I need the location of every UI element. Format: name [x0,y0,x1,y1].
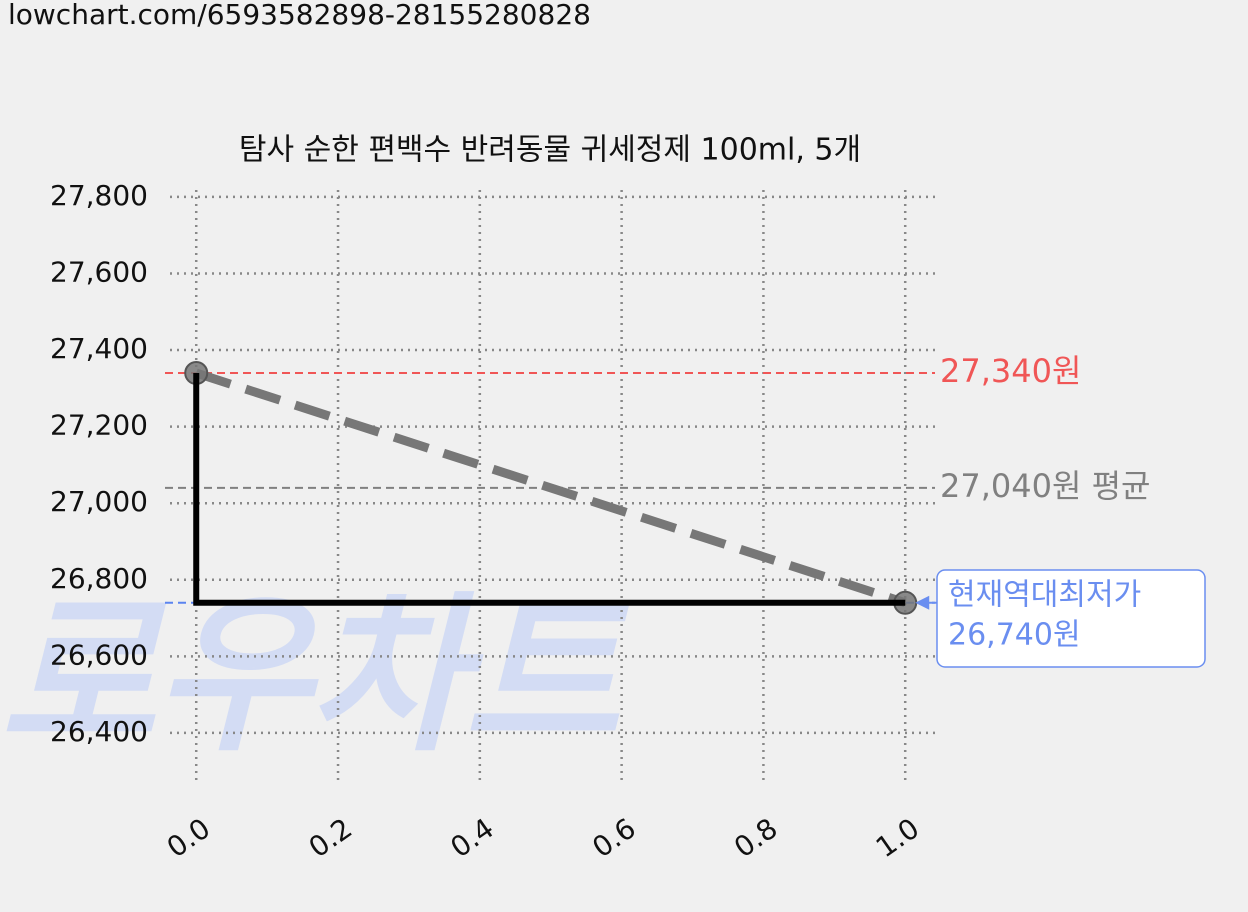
y-tick-label: 27,400 [50,332,148,365]
y-tick-label: 27,600 [50,255,148,288]
y-tick-label: 27,000 [50,485,148,518]
watermark: 로우차트 [0,577,630,775]
y-tick-label: 27,800 [50,179,148,212]
series-line [193,373,906,606]
y-tick-label: 26,400 [50,715,148,748]
y-tick-label: 26,800 [50,562,148,595]
chart-title: 탐사 순한 편백수 반려동물 귀세정제 100ml, 5개 [239,133,861,168]
annotation-text: 26,740원 [948,618,1081,653]
y-tick-label: 26,600 [50,638,148,671]
y-tick-label: 27,200 [50,409,148,442]
annotation-text: 현재역대최저가 [948,578,1141,613]
reference-label: 27,340원 [940,352,1081,390]
annotation-box [936,569,1206,668]
url: lowchart.com/6593582898-28155280828 [8,0,591,31]
reference-label: 27,040원 평균 [940,467,1150,505]
series-line [194,368,907,608]
annotation-arrowhead [915,595,930,610]
